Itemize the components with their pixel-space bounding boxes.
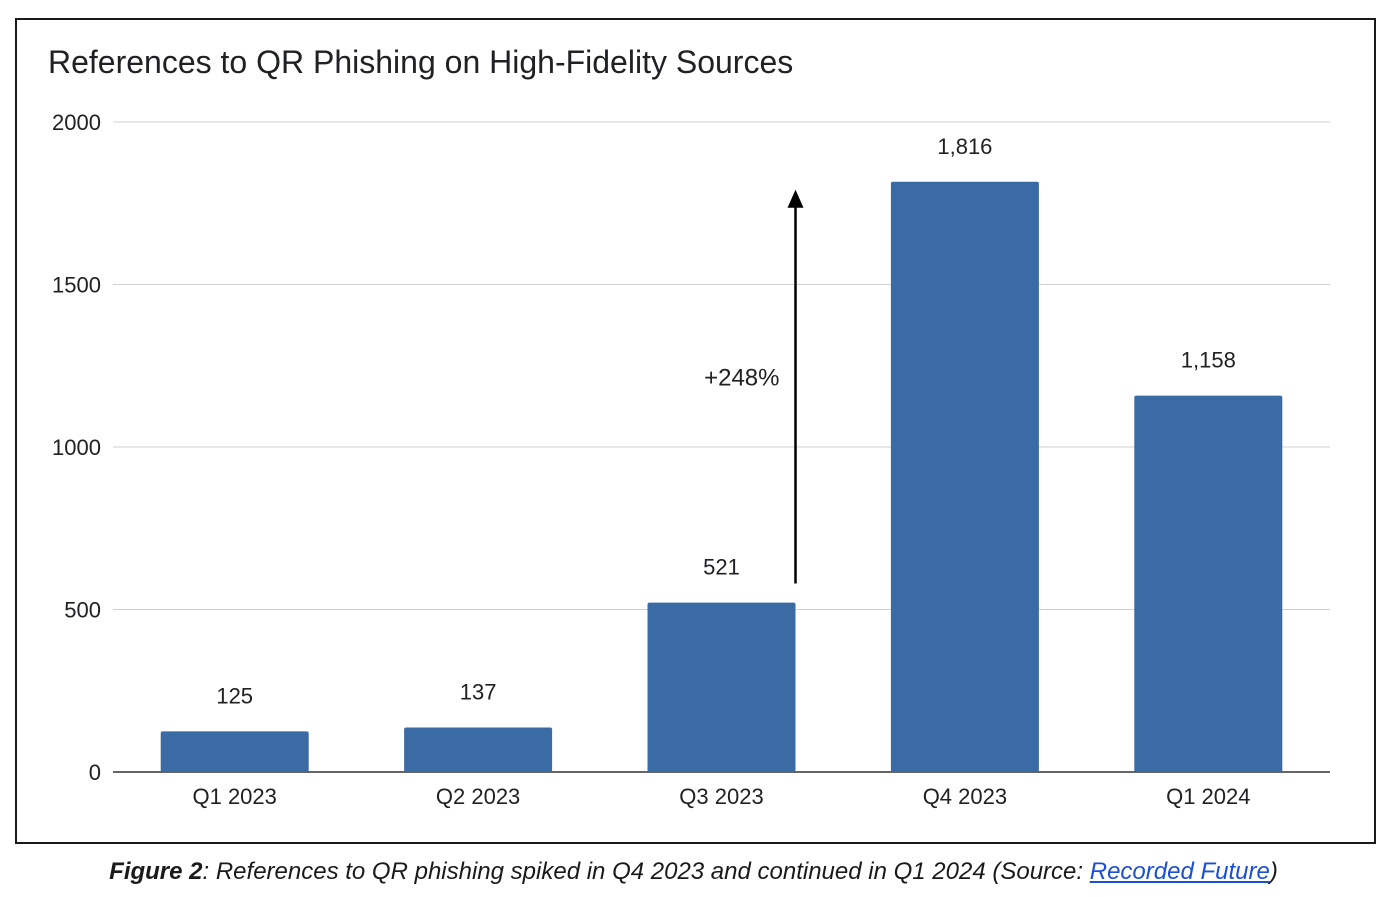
caption-close: ): [1269, 858, 1278, 885]
data-label: 1,158: [1181, 348, 1236, 373]
data-label: 125: [216, 683, 253, 708]
bar: [890, 181, 1039, 773]
x-tick-label: Q2 2023: [436, 784, 520, 809]
bar: [647, 602, 796, 772]
y-tick-label: 1500: [52, 273, 101, 298]
y-tick-label: 500: [64, 598, 101, 623]
data-label: 137: [460, 679, 497, 704]
source-link[interactable]: Recorded Future: [1089, 858, 1270, 885]
data-label: 521: [703, 555, 740, 580]
caption-text: : References to QR phishing spiked in Q4…: [202, 858, 1090, 885]
arrow-head: [787, 189, 804, 208]
y-tick-label: 2000: [52, 110, 101, 135]
bar: [404, 727, 553, 772]
x-tick-label: Q1 2024: [1166, 784, 1250, 809]
figure-caption: Figure 2: References to QR phishing spik…: [0, 858, 1387, 886]
y-tick-label: 1000: [52, 435, 101, 460]
bar: [160, 731, 309, 772]
bar: [1134, 395, 1283, 772]
caption-label: Figure 2: [109, 858, 203, 885]
chart-title: References to QR Phishing on High-Fideli…: [48, 44, 794, 80]
x-tick-label: Q1 2023: [192, 784, 276, 809]
x-tick-label: Q3 2023: [679, 784, 763, 809]
data-label: 1,816: [937, 134, 992, 159]
y-tick-label: 0: [89, 760, 101, 785]
growth-annotation: +248%: [704, 364, 779, 391]
x-tick-label: Q4 2023: [923, 784, 1007, 809]
